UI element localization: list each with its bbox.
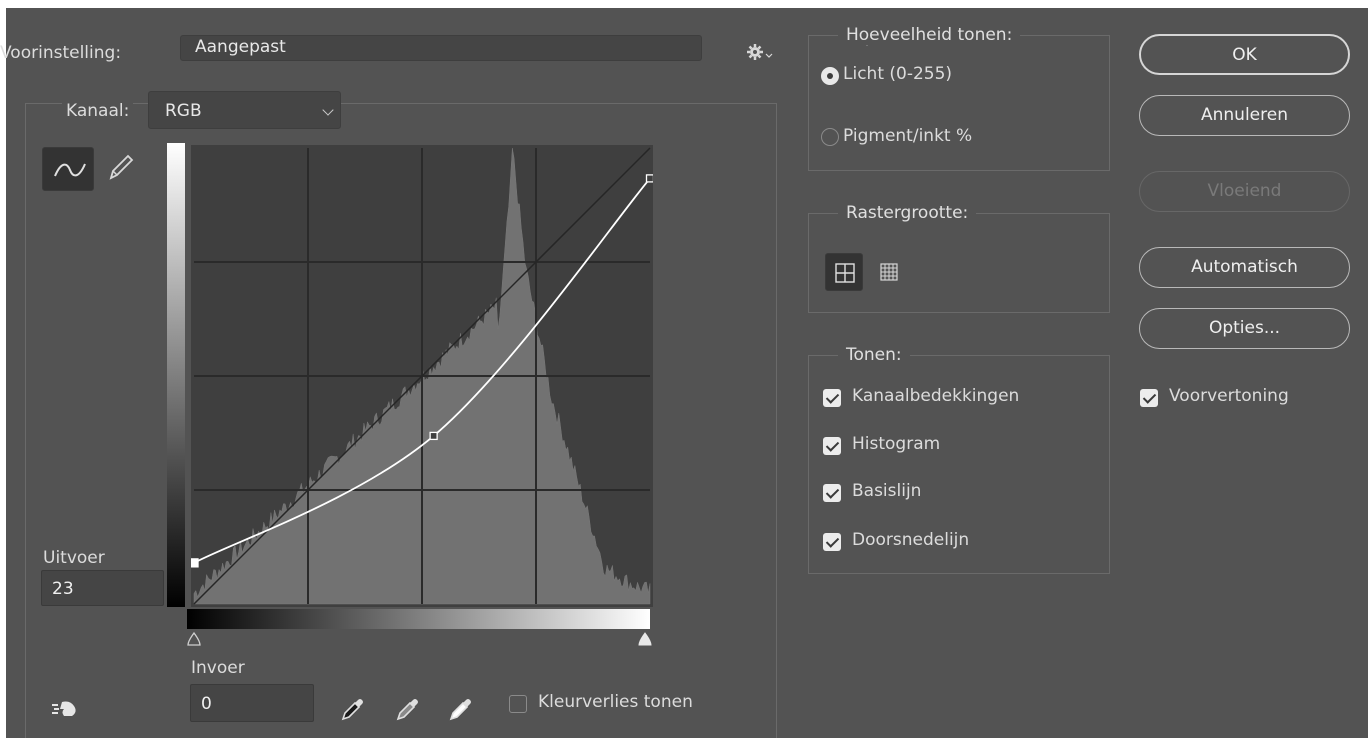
- preview-checkbox[interactable]: [1140, 389, 1158, 407]
- grid-size-legend: Rastergrootte:: [838, 203, 977, 223]
- input-gradient-bar: [187, 609, 650, 629]
- preset-label: Voorinstelling:: [0, 43, 122, 63]
- tone-amount-legend: Hoeveelheid tonen:: [838, 25, 1021, 45]
- intersection-line-checkbox[interactable]: [823, 533, 841, 551]
- target-adjust-icon[interactable]: [52, 698, 82, 725]
- curve-control-point[interactable]: [429, 431, 438, 441]
- clipping-checkbox[interactable]: [509, 695, 527, 713]
- output-value: 23: [52, 579, 74, 599]
- ok-button[interactable]: OK: [1139, 34, 1350, 75]
- channel-overlays-label: Kanaalbedekkingen: [852, 386, 1020, 406]
- output-field[interactable]: 23: [41, 570, 164, 606]
- output-gradient-bar: [167, 143, 185, 607]
- curve-tool-button[interactable]: [42, 147, 94, 191]
- preset-select[interactable]: Aangepast: [180, 34, 873, 61]
- pigment-radio[interactable]: [821, 128, 839, 146]
- clipping-label: Kleurverlies tonen: [538, 692, 693, 712]
- show-group: [808, 355, 1110, 574]
- simple-grid-button[interactable]: [825, 253, 863, 291]
- light-radio-label: Licht (0-255): [843, 64, 953, 84]
- light-radio[interactable]: [821, 67, 839, 85]
- curve-control-point[interactable]: [189, 558, 199, 568]
- input-field[interactable]: 0: [190, 684, 314, 722]
- curves-groupbox: [25, 103, 777, 738]
- channel-overlays-checkbox[interactable]: [823, 389, 841, 407]
- simple-grid-icon: [835, 263, 855, 283]
- tone-amount-group: [808, 35, 1110, 171]
- black-point-slider[interactable]: [186, 631, 202, 652]
- channel-value: RGB: [165, 101, 202, 121]
- show-legend: Tonen:: [838, 345, 910, 365]
- intersection-line-label: Doorsnedelijn: [852, 530, 970, 550]
- black-eyedropper-icon[interactable]: [340, 696, 366, 727]
- options-button[interactable]: Opties...: [1139, 308, 1350, 349]
- curve-control-point[interactable]: [645, 174, 655, 183]
- preview-label: Voorvertoning: [1169, 386, 1289, 406]
- output-label: Uitvoer: [43, 548, 105, 568]
- gray-eyedropper-icon[interactable]: [395, 696, 421, 727]
- channel-label: Kanaal:: [62, 101, 134, 121]
- preset-value: Aangepast: [195, 37, 286, 57]
- input-value: 0: [201, 694, 212, 714]
- white-point-slider[interactable]: [637, 631, 653, 652]
- channel-select[interactable]: RGB: [148, 91, 341, 129]
- white-eyedropper-icon[interactable]: [448, 696, 474, 727]
- curve-tool-icon: [54, 163, 86, 177]
- pencil-icon[interactable]: [104, 150, 136, 189]
- auto-button[interactable]: Automatisch: [1139, 247, 1350, 288]
- input-label: Invoer: [191, 658, 245, 678]
- baseline-label: Basislijn: [852, 481, 922, 501]
- baseline: [193, 147, 651, 605]
- smooth-button[interactable]: Vloeiend: [1139, 171, 1350, 212]
- pigment-radio-label: Pigment/inkt %: [843, 126, 973, 146]
- chevron-down-icon: [322, 104, 334, 116]
- histogram-label: Histogram: [852, 434, 941, 454]
- detailed-grid-icon: [880, 263, 898, 281]
- histogram-checkbox[interactable]: [823, 437, 841, 455]
- detailed-grid-button[interactable]: [870, 253, 908, 291]
- curve-graph[interactable]: [189, 145, 655, 607]
- cancel-button[interactable]: Annuleren: [1139, 95, 1350, 136]
- gear-icon[interactable]: [746, 42, 774, 67]
- baseline-checkbox[interactable]: [823, 484, 841, 502]
